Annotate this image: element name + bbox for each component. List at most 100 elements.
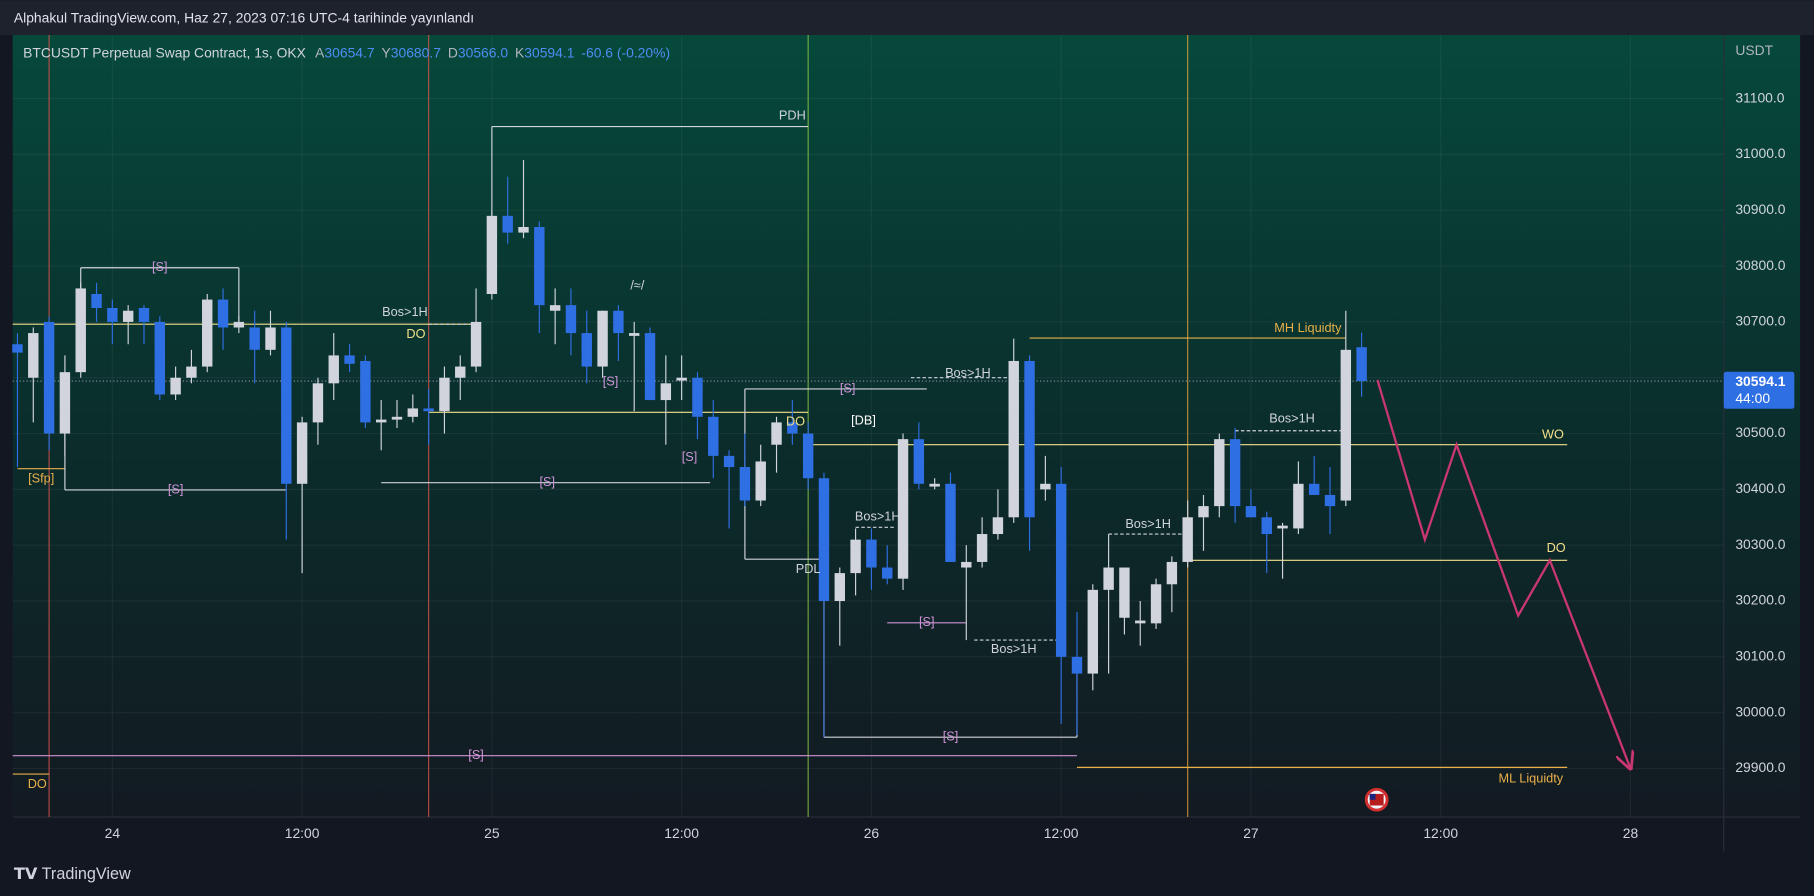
candle-body — [91, 294, 102, 308]
y-tick-label: 30300.0 — [1735, 536, 1785, 552]
header-bar — [0, 0, 1814, 35]
candle-body — [391, 416, 403, 420]
candle-body — [613, 310, 624, 334]
y-tick-label: 30400.0 — [1735, 480, 1785, 496]
candle-body — [1087, 589, 1099, 674]
candle-body — [976, 534, 988, 562]
candle-body — [75, 288, 86, 373]
candle-body — [850, 539, 861, 574]
candle-body — [1214, 439, 1225, 507]
candle-body — [692, 377, 703, 417]
candle-body — [154, 321, 165, 395]
candle-body — [328, 355, 339, 384]
candle-body — [549, 305, 561, 311]
candle-body — [708, 416, 719, 456]
candle-body — [771, 422, 782, 445]
candle-body — [818, 478, 830, 602]
candle-body — [1308, 483, 1320, 495]
x-tick-label: 25 — [484, 825, 500, 841]
candle-body — [1055, 483, 1067, 657]
last-price-label: 30594.1 — [1735, 373, 1785, 389]
annotation: Bos>1H — [855, 509, 901, 524]
annotation: [S] — [468, 747, 484, 762]
candle-body — [802, 433, 814, 479]
annotation: DO — [406, 326, 425, 341]
candle-body — [1119, 567, 1130, 618]
candle-body — [439, 377, 450, 412]
candle-body — [739, 467, 751, 501]
annotation: Bos>1H — [382, 304, 428, 319]
candle-body — [360, 360, 371, 423]
candle-body — [138, 307, 150, 322]
ohlc-value: 30680.7 — [391, 44, 441, 60]
candle-body — [1103, 567, 1114, 590]
candle-body — [1293, 483, 1304, 529]
annotation: DO — [786, 414, 805, 429]
candle-body — [312, 383, 324, 423]
candle-body — [296, 422, 308, 484]
last-price-badge — [1723, 371, 1795, 409]
x-tick-label: 26 — [864, 825, 880, 841]
candle-body — [1340, 349, 1352, 501]
y-tick-label: 30900.0 — [1735, 201, 1785, 217]
annotation: [S] — [840, 380, 856, 395]
candle-body — [1024, 360, 1035, 518]
x-tick-label: 28 — [1623, 825, 1639, 841]
candle-body — [1071, 656, 1083, 674]
annotation: ML Liquidty — [1499, 770, 1564, 785]
y-tick-label: 30800.0 — [1735, 257, 1785, 273]
annotation: [S] — [919, 614, 935, 629]
candle-body — [834, 573, 845, 602]
ohlc-value: 30654.7 — [324, 44, 374, 60]
footer-brand: TradingView — [42, 865, 131, 883]
candle-body — [202, 299, 213, 367]
candle-body — [423, 408, 434, 412]
candle-body — [628, 333, 640, 336]
x-tick-label: 12:00 — [285, 825, 320, 841]
flag-icon — [1369, 793, 1384, 806]
x-tick-label: 24 — [105, 825, 121, 841]
candle-body — [407, 408, 419, 417]
candle-body — [170, 377, 181, 395]
y-tick-label: 29900.0 — [1735, 759, 1785, 775]
flag-icon-canton — [1369, 793, 1376, 800]
candle-body — [723, 455, 735, 468]
candle-body — [502, 215, 513, 233]
candle-body — [755, 461, 766, 501]
annotation: MH Liquidty — [1274, 320, 1342, 335]
candle-body — [660, 383, 672, 401]
candle-body — [787, 422, 798, 434]
y-tick-label: 30200.0 — [1735, 592, 1785, 608]
plot: Bos>1H DO DO WO DO MH Liquidty ML Liquidty [Sfp… — [12, 34, 1724, 818]
candle-body — [581, 333, 592, 367]
y-tick-label: 30000.0 — [1735, 703, 1785, 719]
currency: USDT — [1735, 42, 1773, 58]
candle-body — [1356, 347, 1367, 382]
candle-body — [945, 483, 956, 562]
candle-body — [1182, 517, 1193, 562]
candle-body — [992, 517, 1004, 535]
candle-body — [217, 299, 229, 328]
candle-body — [455, 366, 466, 378]
y-tick-label: 30100.0 — [1735, 648, 1785, 664]
legend: BTCUSDT Perpetual Swap Contract, 1s, OKX… — [23, 44, 670, 60]
candle-body — [122, 310, 134, 322]
candle-body — [1135, 620, 1146, 624]
annotation: PDL — [796, 561, 821, 576]
annotation: Bos>1H — [991, 641, 1037, 656]
candle-body — [344, 355, 355, 364]
annotation: /≈/ — [630, 278, 645, 293]
candle-body — [929, 483, 940, 487]
y-tick-label: 31100.0 — [1735, 89, 1784, 105]
candle-body — [644, 333, 656, 401]
y-tick-label: 31000.0 — [1735, 145, 1785, 161]
candle-body — [375, 419, 387, 423]
ohlc-key: D — [448, 44, 458, 60]
candle-body — [897, 439, 909, 579]
ohlc-key: Y — [382, 44, 391, 60]
candle-body — [265, 327, 276, 350]
annotation: [S] — [539, 474, 555, 489]
x-tick-label: 12:00 — [1044, 825, 1079, 841]
